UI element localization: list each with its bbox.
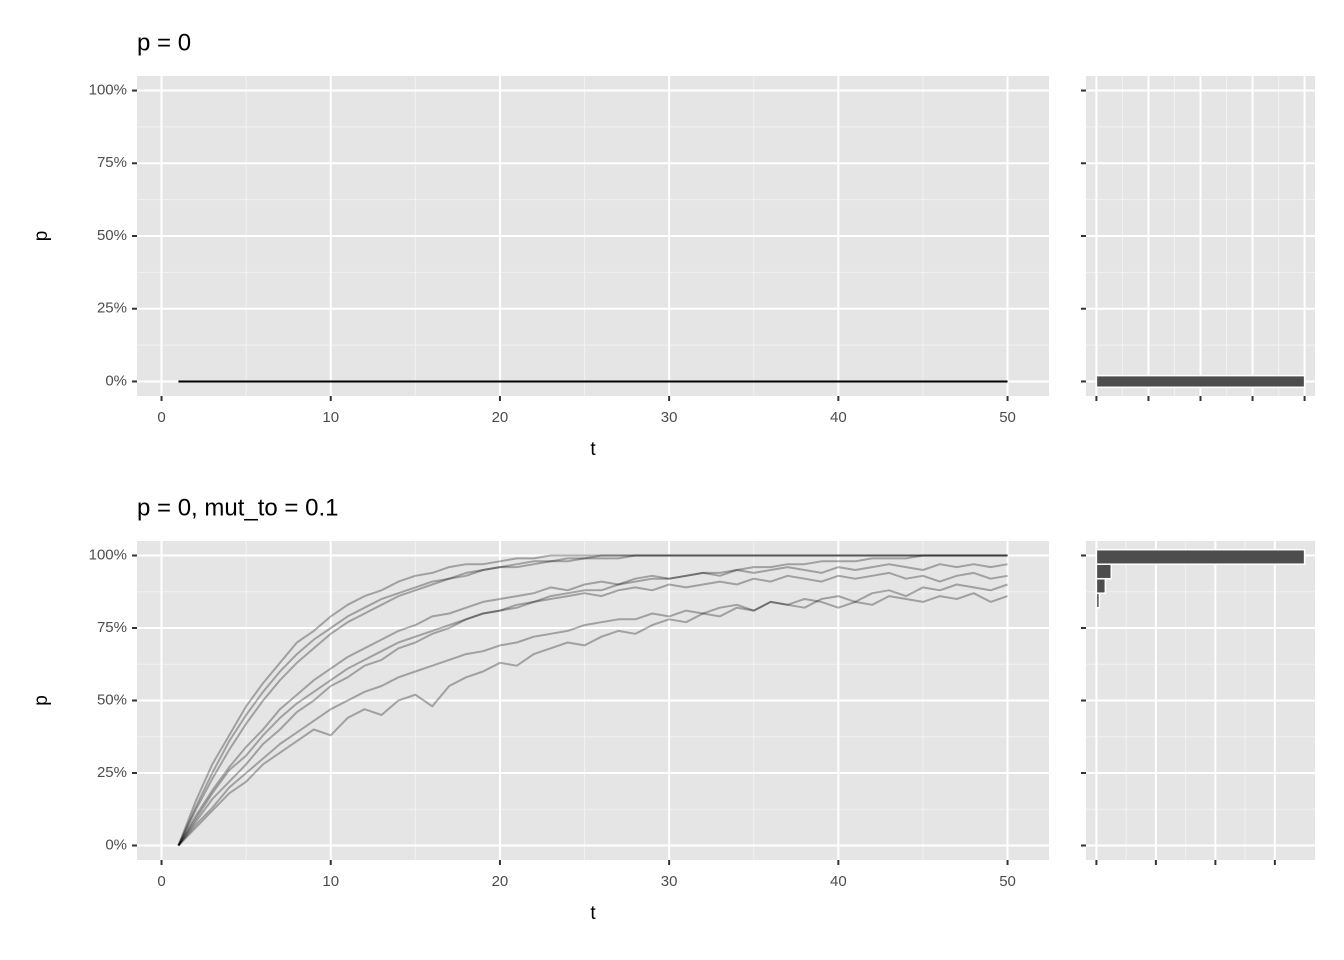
y-axis-title: p [31, 231, 52, 242]
x-axis-title: t [590, 903, 596, 924]
x-tick-label: 50 [999, 409, 1016, 426]
bar [1095, 374, 1306, 389]
x-tick-label: 10 [322, 873, 339, 890]
x-tick-label: 40 [830, 873, 847, 890]
series-line [177, 592, 1008, 847]
x-tick-label: 0 [157, 409, 165, 426]
y-tick-label: 75% [97, 619, 127, 636]
y-axis-title: p [31, 695, 52, 706]
series-line [177, 554, 1008, 846]
chart-title: p = 0, mut_to = 0.1 [137, 494, 338, 521]
y-tick-label: 25% [97, 764, 127, 781]
x-axis-title: t [590, 439, 596, 460]
x-tick-label: 0 [157, 873, 165, 890]
x-tick-label: 20 [492, 873, 509, 890]
y-tick-label: 0% [105, 836, 127, 853]
series-line [177, 563, 1008, 847]
x-tick-label: 30 [661, 873, 678, 890]
bar [1095, 548, 1306, 565]
y-tick-label: 50% [97, 691, 127, 708]
x-tick-label: 40 [830, 409, 847, 426]
series-line [177, 571, 1008, 847]
x-tick-label: 10 [322, 409, 339, 426]
bar [1095, 563, 1113, 580]
y-tick-label: 100% [89, 82, 127, 99]
chart-title: p = 0 [137, 29, 191, 56]
y-tick-label: 75% [97, 154, 127, 171]
bar [1095, 592, 1101, 609]
series-line [177, 554, 1008, 846]
y-tick-label: 0% [105, 372, 127, 389]
bar [1095, 577, 1107, 594]
y-tick-label: 50% [97, 227, 127, 244]
y-tick-label: 100% [89, 546, 127, 563]
series-line [177, 554, 1008, 846]
series-line [177, 554, 1008, 847]
x-tick-label: 20 [492, 409, 509, 426]
series-line [177, 583, 1008, 847]
x-tick-label: 30 [661, 409, 678, 426]
x-tick-label: 50 [999, 873, 1016, 890]
y-tick-label: 25% [97, 300, 127, 317]
